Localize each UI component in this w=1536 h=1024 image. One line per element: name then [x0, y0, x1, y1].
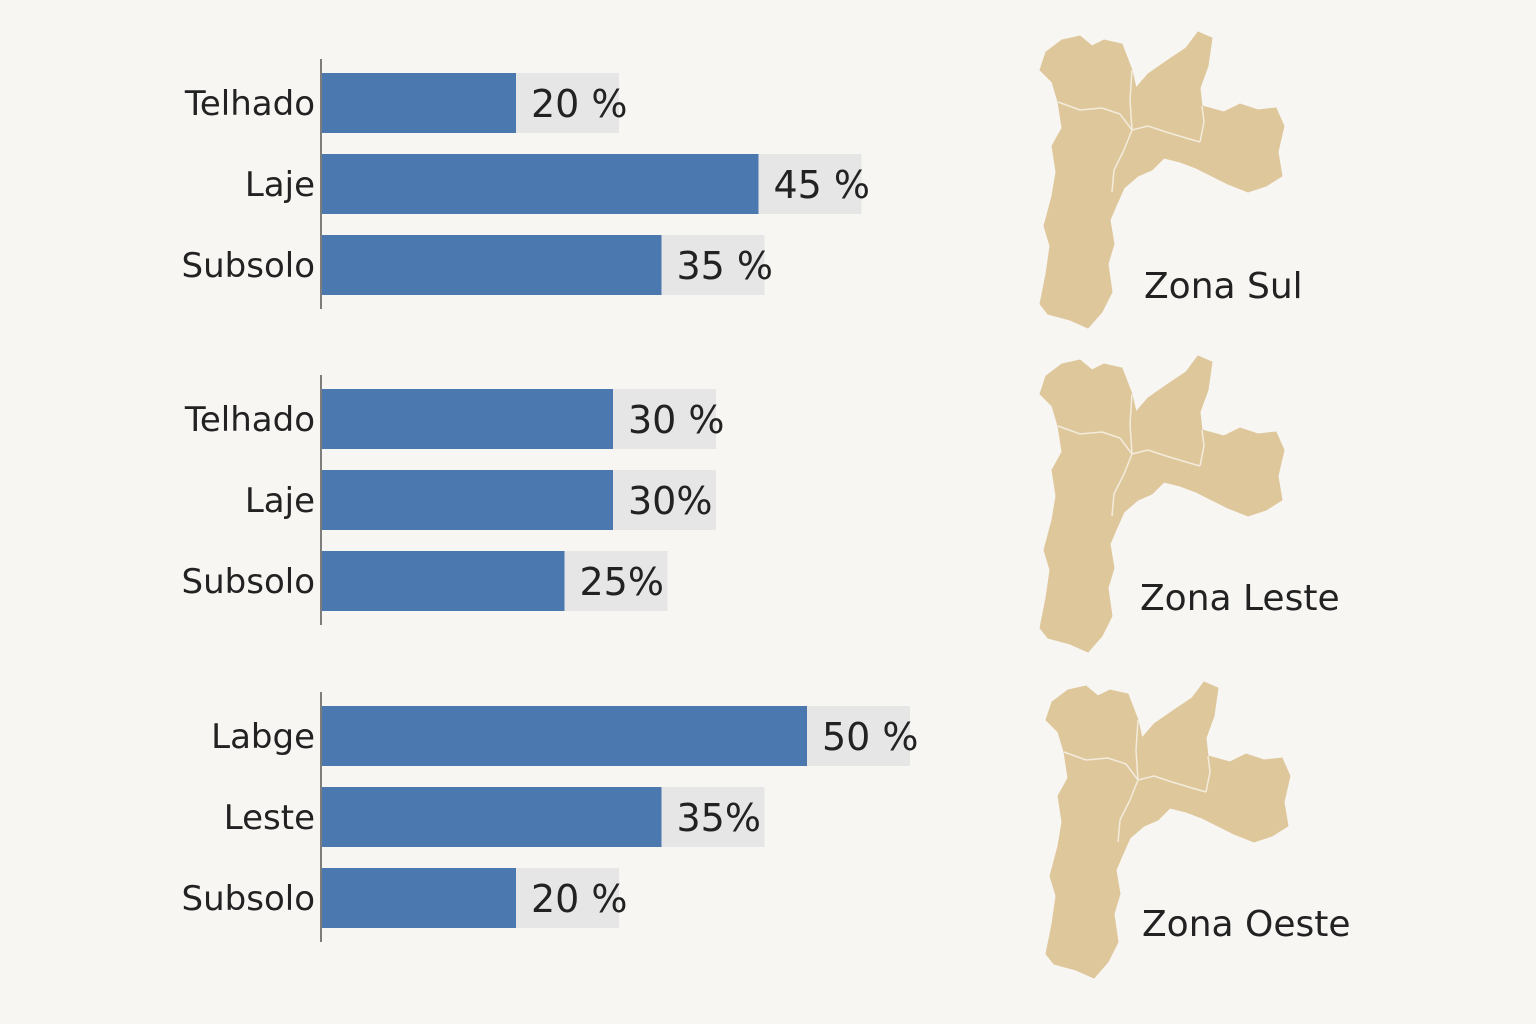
category-label: Subsolo — [182, 246, 315, 286]
map-icon — [1039, 355, 1285, 653]
value-label-box — [660, 235, 765, 295]
value-label: 25% — [580, 560, 664, 604]
category-label: Telhado — [184, 400, 315, 440]
value-label-box — [806, 706, 910, 766]
bar — [322, 389, 613, 449]
category-label: Subsolo — [182, 562, 315, 602]
value-label: 35 % — [677, 244, 774, 288]
value-label-box — [612, 470, 716, 530]
map-icon — [1039, 31, 1285, 329]
map-icon — [1045, 681, 1291, 979]
bar — [322, 551, 565, 611]
region-label: Zona Oeste — [1142, 904, 1351, 945]
value-label-box — [757, 154, 862, 214]
bar — [322, 73, 516, 133]
bar — [322, 787, 662, 847]
bar — [322, 154, 759, 214]
category-label: Labge — [211, 717, 315, 757]
value-label: 30 % — [628, 398, 725, 442]
value-label-box — [563, 551, 668, 611]
value-label-box — [612, 389, 716, 449]
region-label: Zona Leste — [1140, 578, 1340, 619]
bar — [322, 470, 613, 530]
value-label: 50 % — [822, 715, 919, 759]
value-label: 20 % — [531, 877, 628, 921]
chart-panel: Labge 50 % Leste 35% Subsolo 20 % Zona Oeste — [182, 681, 1351, 979]
category-label: Laje — [245, 165, 315, 205]
category-label: Telhado — [184, 84, 315, 124]
region-label: Zona Sul — [1144, 266, 1303, 307]
chart-panel: Telhado 20 % Laje 45 % Subsolo 35 % Zona Sul — [182, 31, 1303, 329]
value-label-box — [660, 787, 765, 847]
category-label: Laje — [245, 481, 315, 521]
value-label: 20 % — [531, 82, 628, 126]
value-label-box — [515, 73, 619, 133]
category-label: Subsolo — [182, 879, 315, 919]
category-label: Leste — [224, 798, 315, 838]
bar — [322, 868, 516, 928]
bar — [322, 706, 807, 766]
value-label: 30% — [628, 479, 712, 523]
chart-panel: Telhado 30 % Laje 30% Subsolo 25% Zona Leste — [182, 355, 1340, 653]
value-label-box — [515, 868, 619, 928]
bar — [322, 235, 662, 295]
value-label: 35% — [677, 796, 761, 840]
value-label: 45 % — [774, 163, 871, 207]
